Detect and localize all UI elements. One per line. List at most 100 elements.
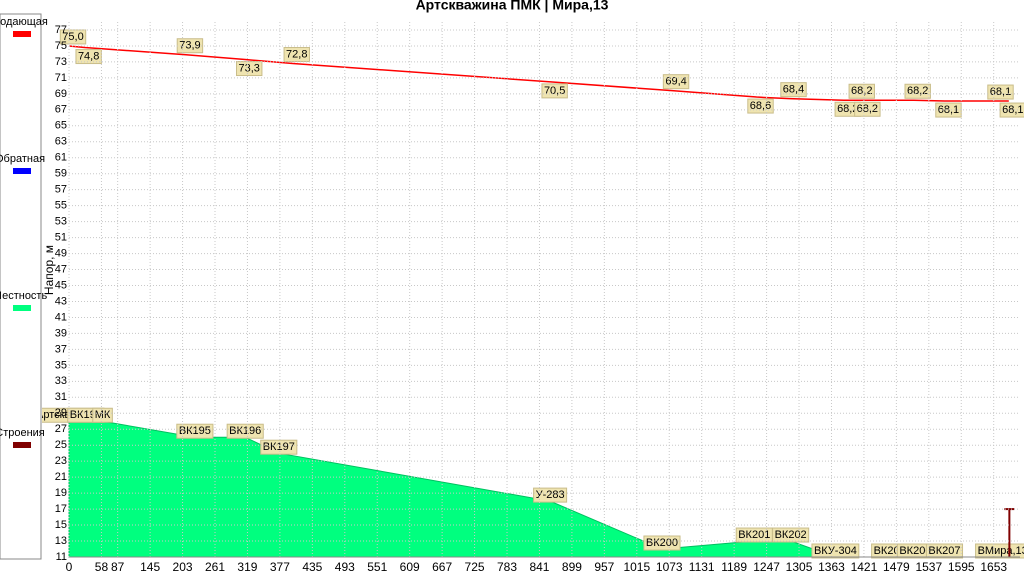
node-label: ВК201 xyxy=(738,529,770,541)
value-label-group: 70,5 xyxy=(541,83,568,99)
value-label-group: 68,2 xyxy=(854,101,881,117)
value-label: 68,2 xyxy=(907,85,928,97)
value-label-bg xyxy=(283,47,310,63)
node-label-bg xyxy=(226,423,264,439)
y-tick-label: 39 xyxy=(55,327,67,339)
y-tick-label: 75 xyxy=(55,40,67,52)
node-label-group: У-283 xyxy=(533,487,568,503)
node-label: ВК196 xyxy=(229,425,261,437)
y-tick-label: 67 xyxy=(55,104,67,116)
value-label-bg xyxy=(854,101,881,117)
value-label: 74,8 xyxy=(78,50,99,62)
node-label-bg xyxy=(925,543,964,559)
node-label: ВК202 xyxy=(775,529,807,541)
node-label: ВК197 xyxy=(263,441,295,453)
node-label-group: ВК197 xyxy=(260,439,298,455)
x-tick-label: 87 xyxy=(111,560,125,574)
y-tick-label: 63 xyxy=(55,136,67,148)
y-tick-label: 23 xyxy=(55,455,67,467)
legend-swatch xyxy=(13,442,31,448)
y-tick-label: 33 xyxy=(55,375,67,387)
y-tick-label: 77 xyxy=(55,24,67,36)
x-tick-label: 203 xyxy=(173,560,193,574)
value-label: 73,3 xyxy=(239,62,260,74)
y-tick-label: 27 xyxy=(55,423,67,435)
node-label-bg xyxy=(92,407,113,423)
node-label-bg xyxy=(811,543,860,559)
y-tick-label: 57 xyxy=(55,184,67,196)
x-tick-label: 609 xyxy=(400,560,420,574)
node-label-group: ВКУ-304 xyxy=(811,543,860,559)
y-tick-label: 37 xyxy=(55,343,67,355)
y-tick-label: 13 xyxy=(55,535,67,547)
value-label-group: 68,2 xyxy=(848,83,875,99)
value-label-group: 74,8 xyxy=(75,49,102,65)
value-label-group: 68,6 xyxy=(747,98,774,114)
value-label: 68,2 xyxy=(837,103,858,115)
x-tick-label: 1247 xyxy=(753,560,780,574)
legend-swatch xyxy=(13,168,31,174)
node-label: ВК200 xyxy=(646,537,678,549)
y-tick-label: 61 xyxy=(55,152,67,164)
y-tick-label: 35 xyxy=(55,359,67,371)
y-tick-label: 43 xyxy=(55,295,67,307)
value-label-bg xyxy=(780,82,807,98)
node-label-bg xyxy=(260,439,298,455)
y-axis-label: Напор, м xyxy=(42,245,56,295)
node-label: ВК195 xyxy=(179,425,211,437)
x-tick-label: 667 xyxy=(432,560,452,574)
y-tick-label: 41 xyxy=(55,311,67,323)
value-label-bg xyxy=(999,102,1024,118)
x-tick-label: 261 xyxy=(205,560,225,574)
value-label-group: 69,4 xyxy=(662,74,690,90)
legend-label: Подающая xyxy=(0,16,48,28)
x-tick-label: 783 xyxy=(497,560,517,574)
value-label: 68,2 xyxy=(857,103,878,115)
y-tick-label: 29 xyxy=(55,407,67,419)
value-label-group: 73,3 xyxy=(236,61,263,77)
value-label-group: 68,4 xyxy=(780,82,807,98)
y-tick-label: 17 xyxy=(55,503,67,515)
x-tick-label: 0 xyxy=(66,560,73,574)
value-label: 68,2 xyxy=(851,85,872,97)
x-tick-label: 725 xyxy=(465,560,485,574)
x-tick-label: 1131 xyxy=(689,560,715,574)
value-label: 72,8 xyxy=(286,48,307,60)
legend-swatch xyxy=(13,305,31,311)
node-label-bg xyxy=(643,535,681,551)
node-label-group: ВМира,13 xyxy=(975,543,1024,559)
node-label-group: ВК195 xyxy=(176,423,214,439)
node-label-group: ВК200 xyxy=(643,535,681,551)
y-tick-label: 65 xyxy=(55,120,67,132)
value-label: 68,1 xyxy=(990,86,1011,98)
value-label-bg xyxy=(904,83,931,99)
x-tick-label: 899 xyxy=(562,560,582,574)
x-tick-label: 1421 xyxy=(851,560,878,574)
y-tick-label: 25 xyxy=(55,439,67,451)
value-label: 69,4 xyxy=(665,76,686,88)
node-label: ВК207 xyxy=(928,545,960,557)
value-label-group: 68,1 xyxy=(999,102,1024,118)
node-label: У-283 xyxy=(536,489,565,501)
y-tick-label: 19 xyxy=(55,487,67,499)
node-label-group: ВК202 xyxy=(772,527,810,543)
y-tick-label: 15 xyxy=(55,519,67,531)
value-label-bg xyxy=(541,83,568,99)
node-label-group: МК xyxy=(92,407,113,423)
y-tick-label: 69 xyxy=(55,88,67,100)
value-label-bg xyxy=(848,83,875,99)
value-label: 70,5 xyxy=(544,85,565,97)
value-label-group: 68,1 xyxy=(987,84,1014,100)
node-label-bg xyxy=(772,527,810,543)
chart-title: Артскважина ПМК | Мира,13 xyxy=(416,0,609,13)
y-tick-label: 51 xyxy=(55,232,67,244)
value-label-group: 72,8 xyxy=(283,47,310,63)
y-tick-label: 11 xyxy=(56,551,67,563)
value-label-bg xyxy=(75,49,102,65)
y-tick-label: 49 xyxy=(55,247,67,259)
legend-label: Строения xyxy=(0,427,45,439)
value-label: 68,4 xyxy=(783,84,804,96)
x-tick-label: 1189 xyxy=(721,560,747,574)
legend-label: Местность xyxy=(0,290,47,302)
node-label: ВК206 xyxy=(899,545,931,557)
